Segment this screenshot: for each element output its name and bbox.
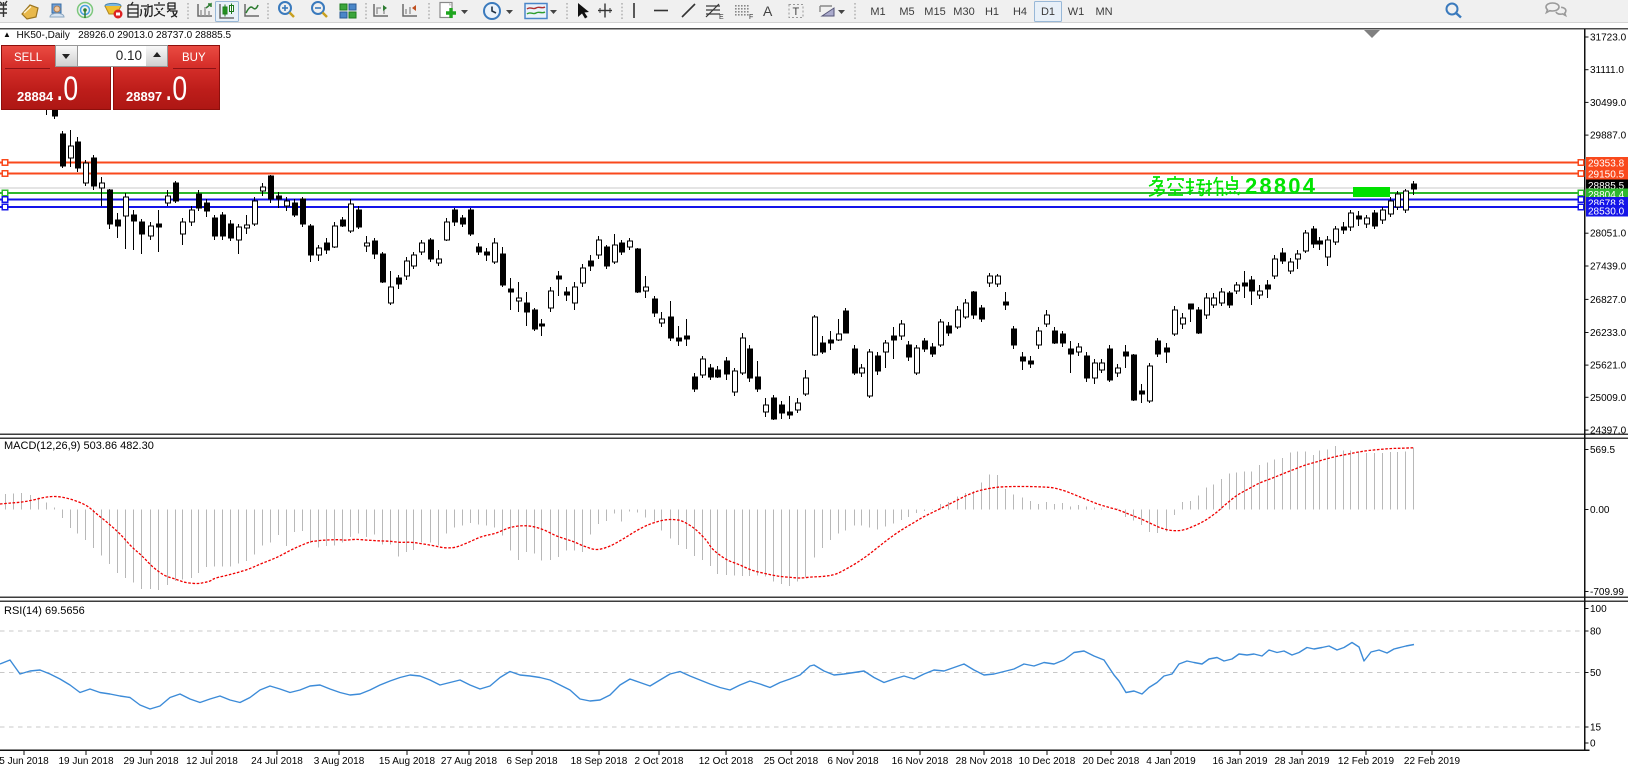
svg-text:27 Aug 2018: 27 Aug 2018	[441, 756, 498, 767]
svg-text:0.00: 0.00	[1590, 505, 1610, 516]
svg-text:12 Feb 2019: 12 Feb 2019	[1338, 756, 1395, 767]
svg-text:H1: H1	[985, 6, 999, 18]
svg-text:10 Dec 2018: 10 Dec 2018	[1019, 756, 1076, 767]
svg-text:6 Sep 2018: 6 Sep 2018	[506, 756, 558, 767]
svg-text:26827.0: 26827.0	[1590, 295, 1627, 306]
svg-text:28 Nov 2018: 28 Nov 2018	[956, 756, 1013, 767]
svg-text:31111.0: 31111.0	[1590, 65, 1624, 76]
svg-text:29 Jun 2018: 29 Jun 2018	[123, 756, 178, 767]
svg-text:28530.0: 28530.0	[1588, 207, 1625, 218]
svg-text:5 Jun 2018: 5 Jun 2018	[0, 756, 49, 767]
svg-text:20 Dec 2018: 20 Dec 2018	[1083, 756, 1140, 767]
svg-text:30499.0: 30499.0	[1590, 98, 1627, 109]
svg-text:28 Jan 2019: 28 Jan 2019	[1274, 756, 1329, 767]
svg-text:15 Aug 2018: 15 Aug 2018	[379, 756, 436, 767]
svg-text:0: 0	[1590, 739, 1596, 750]
svg-text:A: A	[763, 3, 773, 19]
svg-text:25 Oct 2018: 25 Oct 2018	[764, 756, 819, 767]
svg-text:18 Sep 2018: 18 Sep 2018	[571, 756, 628, 767]
svg-text:2 Oct 2018: 2 Oct 2018	[635, 756, 684, 767]
svg-text:26233.0: 26233.0	[1590, 328, 1627, 339]
svg-text:4 Jan 2019: 4 Jan 2019	[1146, 756, 1196, 767]
svg-text:W1: W1	[1068, 6, 1085, 18]
svg-text:-709.99: -709.99	[1590, 587, 1624, 598]
svg-text:29150.5: 29150.5	[1588, 170, 1625, 181]
svg-text:19 Jun 2018: 19 Jun 2018	[58, 756, 113, 767]
svg-text:MACD(12,26,9) 503.86 482.30: MACD(12,26,9) 503.86 482.30	[4, 440, 154, 452]
svg-text:50: 50	[1590, 668, 1602, 679]
svg-text:25621.0: 25621.0	[1590, 361, 1627, 372]
svg-text:MN: MN	[1095, 6, 1112, 18]
svg-text:28804.4: 28804.4	[1588, 190, 1625, 201]
svg-text:12 Oct 2018: 12 Oct 2018	[699, 756, 754, 767]
svg-text:16 Nov 2018: 16 Nov 2018	[892, 756, 949, 767]
svg-text:16 Jan 2019: 16 Jan 2019	[1212, 756, 1267, 767]
svg-text:M15: M15	[924, 6, 945, 18]
svg-text:28678.8: 28678.8	[1588, 199, 1625, 210]
svg-text:25009.0: 25009.0	[1590, 393, 1627, 404]
svg-text:24 Jul 2018: 24 Jul 2018	[251, 756, 303, 767]
svg-text:RSI(14) 69.5656: RSI(14) 69.5656	[4, 605, 85, 617]
svg-text:29887.0: 29887.0	[1590, 131, 1627, 142]
svg-text:31723.0: 31723.0	[1590, 33, 1627, 44]
svg-text:H4: H4	[1013, 6, 1027, 18]
svg-text:28804: 28804	[1245, 174, 1317, 199]
svg-text:M30: M30	[953, 6, 974, 18]
svg-text:28885.5: 28885.5	[1588, 181, 1625, 192]
svg-text:24397.0: 24397.0	[1590, 426, 1627, 437]
svg-text:28051.0: 28051.0	[1590, 229, 1627, 240]
svg-text:E: E	[719, 14, 724, 21]
svg-text:27439.0: 27439.0	[1590, 262, 1627, 273]
svg-text:15: 15	[1590, 723, 1602, 734]
svg-text:6 Nov 2018: 6 Nov 2018	[827, 756, 879, 767]
svg-text:M1: M1	[870, 6, 885, 18]
svg-text:80: 80	[1590, 627, 1602, 638]
svg-text:12 Jul 2018: 12 Jul 2018	[186, 756, 238, 767]
svg-text:F: F	[749, 14, 753, 21]
svg-text:3 Aug 2018: 3 Aug 2018	[314, 756, 365, 767]
svg-text:22 Feb 2019: 22 Feb 2019	[1404, 756, 1461, 767]
svg-text:D1: D1	[1041, 6, 1055, 18]
svg-text:100: 100	[1590, 604, 1607, 615]
svg-text:M5: M5	[899, 6, 914, 18]
svg-text:T: T	[793, 6, 800, 18]
svg-text:569.5: 569.5	[1590, 445, 1615, 456]
svg-text:29353.8: 29353.8	[1588, 159, 1625, 170]
